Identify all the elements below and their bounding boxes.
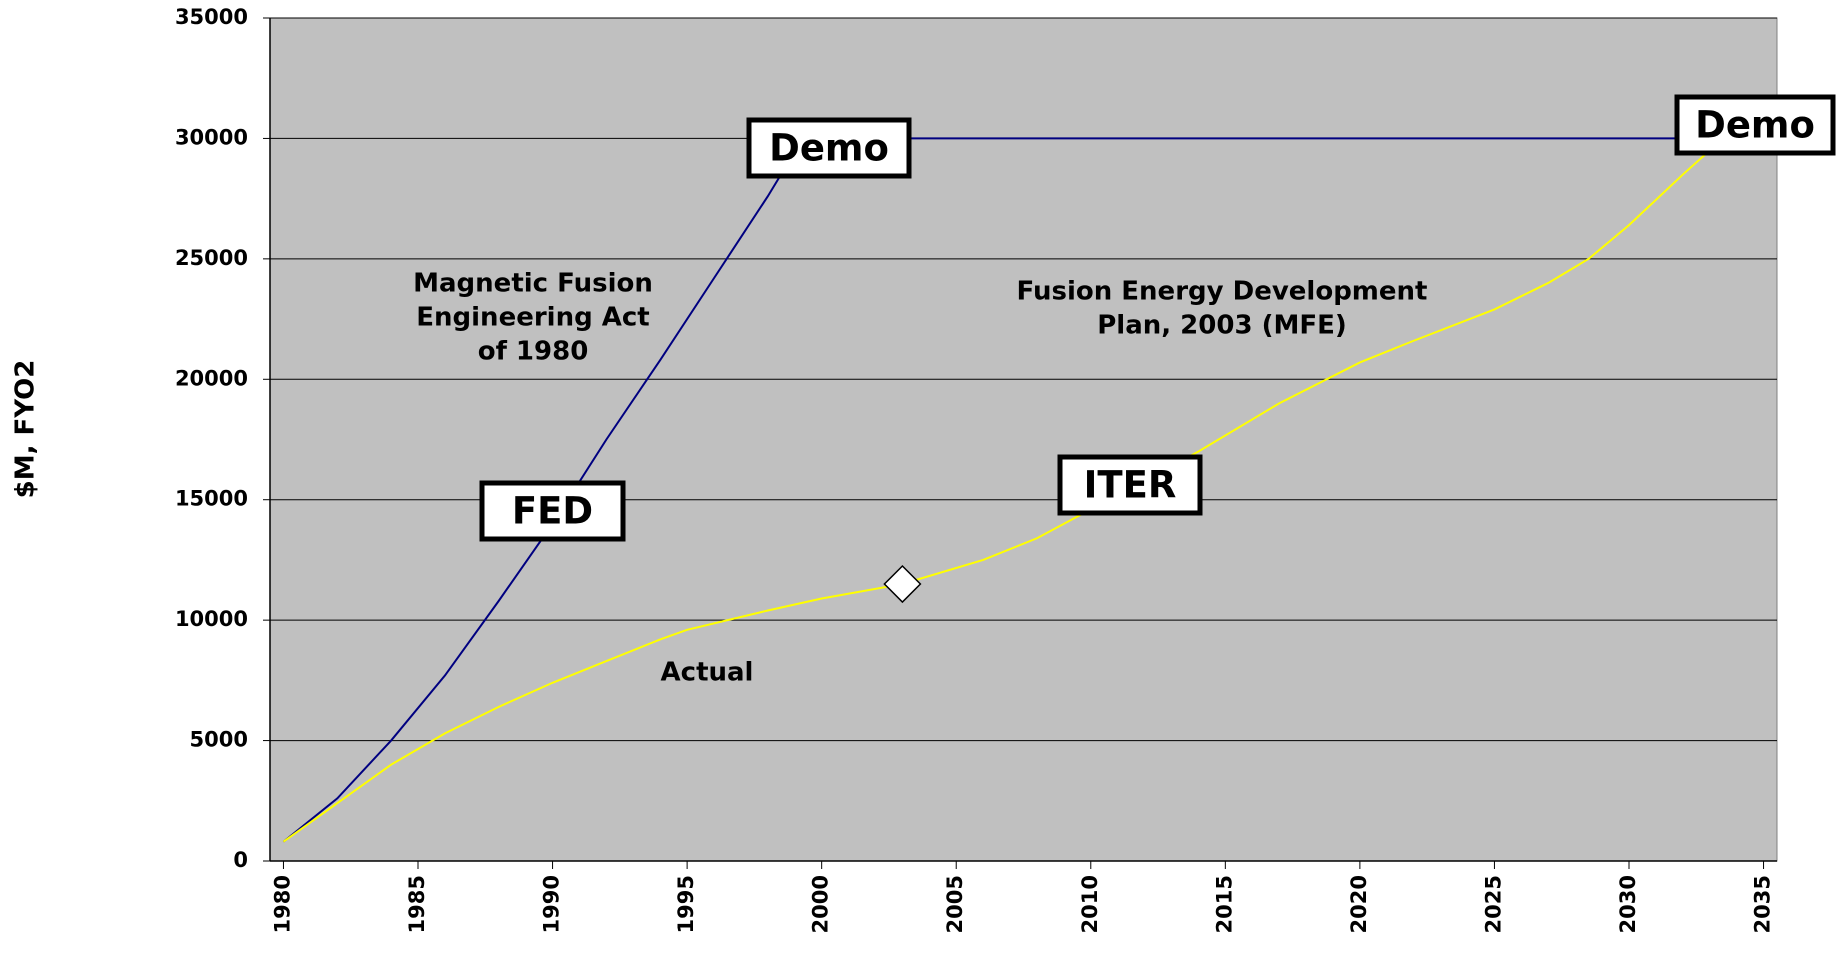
x-tick-label: 1985 <box>405 875 429 933</box>
series-line <box>282 137 1724 843</box>
boxed-label: FED <box>512 490 593 533</box>
plot-area <box>269 17 1778 862</box>
label-box <box>1057 454 1203 516</box>
boxed-label: ITER <box>1084 464 1177 507</box>
y-axis-label: $M, FYO2 <box>11 360 41 499</box>
annotation: Magnetic Fusion <box>413 269 653 299</box>
label-box <box>479 480 626 542</box>
x-tick-label: 2005 <box>943 875 967 933</box>
x-tick-label: 1995 <box>674 875 698 933</box>
annotation: Plan, 2003 (MFE) <box>1097 311 1347 341</box>
boxed-label: Demo <box>769 127 889 170</box>
label-box <box>746 117 912 179</box>
x-tick-label: 2025 <box>1481 875 1505 933</box>
x-tick-label: 2010 <box>1078 875 1102 933</box>
x-tick-label: 2020 <box>1347 875 1371 933</box>
y-tick-label: 25000 <box>175 246 248 270</box>
y-tick-label: 15000 <box>175 487 248 511</box>
annotation: Engineering Act <box>416 303 649 333</box>
y-tick-label: 35000 <box>175 5 248 29</box>
x-tick-label: 2015 <box>1212 875 1236 933</box>
y-tick-label: 10000 <box>175 607 248 631</box>
boxed-label: Demo <box>1695 104 1815 147</box>
y-tick-label: 0 <box>233 848 248 872</box>
x-tick-label: 2035 <box>1751 875 1775 933</box>
y-tick-label: 5000 <box>190 728 248 752</box>
annotation: Actual <box>661 658 754 688</box>
x-tick-label: 1990 <box>540 875 564 933</box>
y-tick-label: 20000 <box>175 366 248 390</box>
x-tick-label: 1980 <box>270 875 294 933</box>
annotation: of 1980 <box>478 337 589 367</box>
annotation: Fusion Energy Development <box>1017 277 1428 307</box>
x-tick-label: 2000 <box>809 875 833 933</box>
marker <box>883 564 922 604</box>
label-box <box>1674 94 1836 156</box>
x-tick-label: 2030 <box>1616 875 1640 933</box>
y-tick-label: 30000 <box>175 125 248 149</box>
